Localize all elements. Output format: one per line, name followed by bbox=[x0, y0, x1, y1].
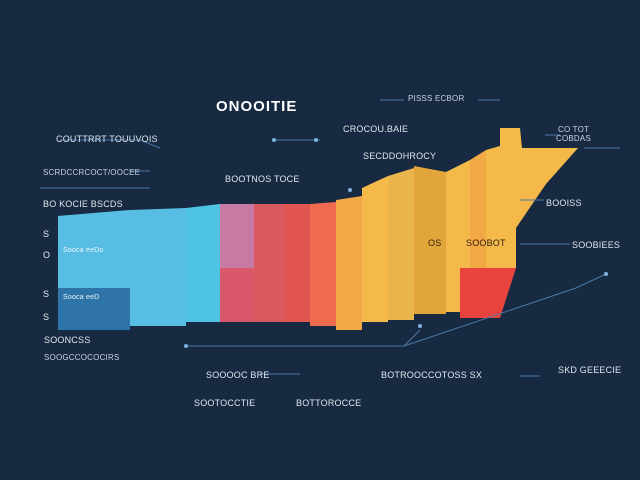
label-row-2-center: SECDDOHROCY bbox=[363, 151, 437, 161]
y-tick-label: S bbox=[43, 312, 50, 322]
node-dot bbox=[184, 344, 188, 348]
footer-bottom-center: BOTTOROCCE bbox=[296, 398, 362, 408]
bar-segment-rose bbox=[220, 268, 254, 322]
footer-bottom-left: SOOTOCCTIE bbox=[194, 398, 256, 408]
y-tick-label: O bbox=[43, 250, 51, 260]
footer-right: BOTROOCCOTOSS SX bbox=[381, 370, 483, 380]
bar-segment-orange bbox=[310, 202, 336, 326]
bar-segment-peak bbox=[486, 128, 578, 268]
footer-center: SOOOOC BRE bbox=[206, 370, 270, 380]
label-row-3-left: SCRDCCRCOCT/OOCEE bbox=[43, 168, 141, 177]
node-dot bbox=[604, 272, 608, 276]
chart-title: ONOOITIE bbox=[216, 98, 298, 115]
leader-lines bbox=[40, 99, 620, 377]
segment-label-os: OS bbox=[428, 238, 442, 248]
bar-segment-yellow-2 bbox=[362, 176, 388, 322]
inside-label-1: Sooca eeDo bbox=[63, 247, 104, 254]
bar-segment-yellow bbox=[336, 196, 362, 330]
label-top-right: PISSS ECBOR bbox=[408, 94, 465, 103]
bar-segment-amber bbox=[414, 166, 446, 314]
bar-segment-crimson bbox=[460, 268, 516, 318]
leader-line bbox=[403, 273, 607, 347]
bar-segment-yellow-3 bbox=[388, 168, 414, 320]
footer-far-right: SKD GEEECIE bbox=[558, 365, 622, 375]
bar-segment-red bbox=[254, 204, 284, 322]
node-dot bbox=[348, 188, 352, 192]
label-right-2: SOOBIEES bbox=[572, 240, 621, 250]
label-row-1: COUTTRRT TOUUVOIS bbox=[56, 134, 158, 144]
bar-segment-cyan bbox=[186, 204, 220, 322]
inside-label-2: Sooca eeD bbox=[63, 294, 100, 301]
bar-segments bbox=[58, 128, 578, 330]
bar-segment-blue-light bbox=[58, 210, 130, 288]
segment-label-soobot: SOOBOT bbox=[466, 238, 506, 248]
footer-left-2: SOOGCCOCOCIRS bbox=[44, 353, 120, 362]
bar-segment-blue bbox=[130, 208, 186, 326]
footer-left-1: SOONCSS bbox=[44, 335, 91, 345]
node-dot bbox=[418, 324, 422, 328]
label-row-3-center: BOOTNOS TOCE bbox=[225, 174, 300, 184]
bar-segment-red-2 bbox=[284, 204, 310, 322]
leader-line bbox=[60, 139, 161, 149]
label-right-1: BOOISS bbox=[546, 198, 582, 208]
label-row-4-left: BO KOCIE BSCDS bbox=[43, 199, 123, 209]
label-row-1-far-right: COBDAS bbox=[556, 134, 591, 143]
label-row-1-center: CROCOU.BAIE bbox=[343, 124, 409, 134]
node-dot bbox=[314, 138, 318, 142]
y-tick-label: S bbox=[43, 229, 50, 239]
label-row-1-right: CO TOT bbox=[558, 125, 590, 134]
y-tick-label: S bbox=[43, 289, 50, 299]
leader-line bbox=[186, 329, 421, 347]
node-dot bbox=[272, 138, 276, 142]
